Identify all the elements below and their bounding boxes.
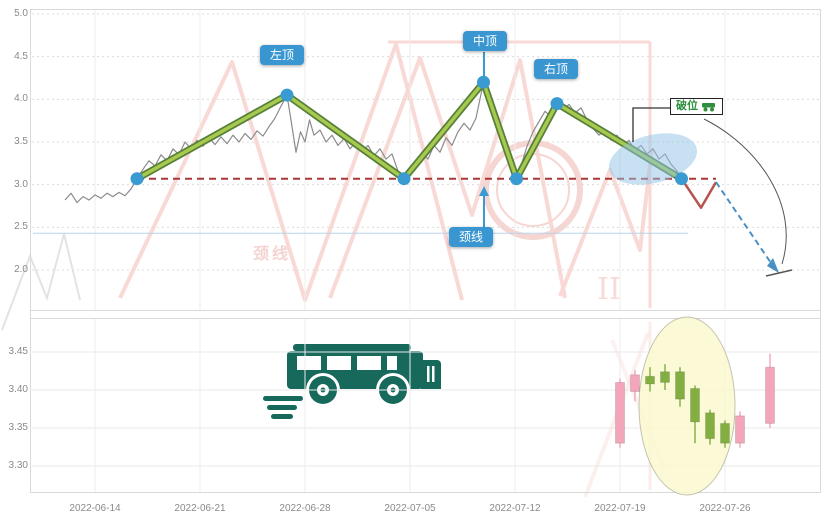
right-shoulder-label: 右顶	[534, 59, 579, 79]
watermark-numeral: II	[597, 272, 621, 307]
jeep-mini-icon	[702, 103, 715, 112]
breakdown-highlight-ellipse	[608, 133, 698, 185]
y-axis-label: 3.45	[8, 346, 28, 357]
candle-body	[720, 422, 730, 444]
x-axis-label: 2022-06-14	[69, 503, 121, 514]
target-tick	[765, 269, 793, 277]
candle-body	[765, 366, 775, 424]
pivot-dot	[477, 75, 490, 89]
x-axis-label: 2022-07-26	[699, 503, 751, 514]
y-axis-label: 2.5	[14, 221, 28, 233]
candlestick-layer	[615, 316, 775, 496]
projection-arrowhead	[767, 258, 779, 273]
candle-body	[735, 415, 745, 444]
candle-body	[675, 371, 685, 400]
watermark-seal-circle	[483, 140, 583, 240]
y-axis-label: 3.35	[8, 422, 28, 433]
candle-highlight-ellipse	[638, 316, 736, 496]
y-axis-label: 3.30	[8, 460, 28, 471]
watermark-gray-zigzag	[1, 233, 81, 331]
y-axis-label: 4.5	[14, 50, 28, 62]
neckline-label: 颈线	[449, 227, 494, 247]
projection-line	[715, 181, 779, 274]
y-axis-label: 3.40	[8, 384, 28, 395]
breakdown-note-text: 破位	[676, 100, 698, 112]
candle-body	[645, 375, 655, 385]
y-axis-label: 3.0	[14, 178, 28, 190]
head-label-text: 中顶	[473, 34, 498, 48]
x-axis-label: 2022-07-19	[594, 503, 646, 514]
y-axis-label: 5.0	[14, 8, 28, 19]
watermark-neckline-text: 颈线	[253, 244, 291, 263]
pivot-dot	[130, 172, 144, 186]
right-shoulder-label-text: 右顶	[544, 62, 569, 76]
candle-body	[615, 381, 625, 444]
gridline-layer	[30, 9, 821, 493]
breakdown-line	[680, 177, 718, 209]
neckline-arrow-head	[479, 186, 489, 196]
y-axis-label: 4.0	[14, 93, 28, 105]
pivot-dot	[550, 97, 564, 111]
head-label: 中顶	[463, 31, 508, 51]
candle-body	[630, 374, 640, 393]
x-axis-label: 2022-07-12	[489, 503, 541, 514]
neckline-label-text: 颈线	[459, 230, 484, 244]
candle-body	[690, 387, 700, 423]
left-shoulder-label: 左顶	[260, 45, 305, 65]
x-axis-label: 2022-06-28	[279, 503, 331, 514]
y-axis-label: 3.5	[14, 136, 28, 147]
watermark-seal-circle-inner	[496, 153, 570, 227]
note-connector	[632, 107, 670, 142]
pivot-dot	[510, 172, 523, 186]
pivot-dot	[280, 88, 294, 102]
candle-body	[660, 371, 670, 383]
x-axis-label: 2022-06-21	[174, 503, 226, 514]
y-axis-label: 2.0	[14, 264, 28, 275]
breakdown-note: 破位	[670, 98, 723, 116]
series-layer	[64, 52, 793, 277]
x-axis-label: 2022-07-05	[384, 503, 436, 514]
pivot-dot	[675, 172, 688, 186]
left-shoulder-label-text: 左顶	[270, 48, 295, 62]
pivot-dot	[397, 172, 411, 186]
candle-body	[705, 412, 715, 440]
guide-curve	[703, 118, 787, 265]
jeep-watermark-logo	[263, 344, 441, 419]
